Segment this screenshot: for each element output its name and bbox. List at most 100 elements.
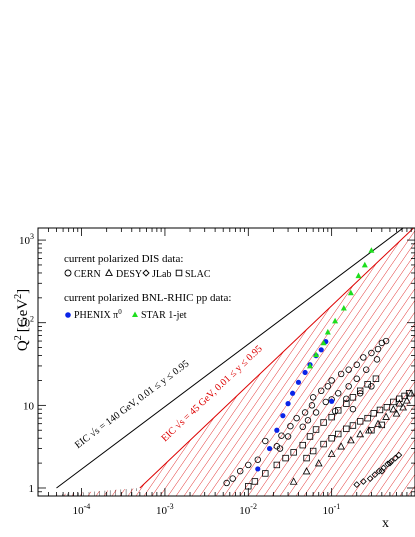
legend: current polarized DIS data: CERN DESY JL… [64, 253, 231, 321]
hatch-line [255, 265, 415, 496]
point-phenix [329, 398, 335, 404]
series-circle [223, 337, 390, 487]
hatch-line [0, 61, 44, 496]
point-cern [368, 383, 375, 390]
hatch-line [391, 462, 415, 496]
point-jlab [391, 454, 399, 462]
hatch-line [0, 61, 20, 496]
point-jlab [384, 460, 392, 468]
point-slac [349, 394, 357, 401]
point-cern [262, 437, 269, 445]
region-EIC_45 [0, 61, 415, 496]
point-cern [276, 445, 284, 452]
point-jlab [353, 481, 361, 488]
point-slac [312, 426, 320, 433]
point-cern [299, 423, 306, 431]
point-cern [353, 375, 360, 382]
hatch-line [215, 228, 402, 496]
point-phenix [266, 445, 273, 452]
point-star [347, 289, 354, 296]
point-slac [328, 435, 335, 442]
point-desy [389, 405, 398, 413]
legend-label-cern: CERN [74, 269, 101, 280]
point-slac [356, 387, 364, 395]
legend-label-star: STAR 1-jet [141, 310, 187, 321]
point-cern [322, 398, 329, 406]
point-cern [382, 337, 390, 345]
legend-star-marker [132, 311, 138, 317]
hatch-line [351, 404, 415, 496]
point-slac [390, 398, 397, 406]
point-cern [337, 370, 345, 378]
point-slac [343, 400, 350, 407]
x-axis-label: x [382, 516, 389, 531]
point-cern [363, 366, 370, 373]
legend-square-marker [175, 269, 183, 277]
legend-item-jlab: JLab [142, 269, 171, 280]
point-slac [262, 470, 269, 477]
point-jlab [359, 478, 367, 485]
hatch-line [279, 299, 415, 496]
y-tick-label: 103 [19, 232, 34, 247]
legend-dot-marker [65, 312, 71, 318]
point-cern [368, 349, 375, 357]
point-star [361, 261, 368, 268]
point-jlab [386, 459, 394, 467]
point-slac [368, 427, 375, 434]
point-cern [335, 390, 342, 397]
point-slac [309, 447, 317, 455]
y-tick-label: 10 [23, 400, 35, 412]
x-tick-label: 10-3 [156, 502, 174, 517]
point-phenix [295, 379, 302, 385]
point-desy [395, 399, 404, 407]
legend-triangle-marker [105, 268, 113, 276]
point-slac [299, 441, 306, 449]
x-tick-label: 10-4 [73, 502, 91, 517]
region-boundary-line-140 [56, 228, 404, 489]
point-star [313, 351, 320, 358]
point-cern [345, 383, 352, 390]
point-desy [392, 409, 401, 417]
point-cern [237, 467, 244, 475]
y-tick-label: 1 [29, 483, 35, 495]
point-phenix [318, 347, 324, 353]
x-tick-label: 10-2 [239, 502, 257, 517]
legend-label-jlab: JLab [152, 269, 171, 280]
point-desy [302, 467, 311, 475]
series-square [245, 375, 413, 490]
point-jlab [380, 464, 387, 472]
point-phenix [274, 427, 280, 433]
region-boundary-EIC_45 [139, 228, 415, 489]
point-phenix [255, 466, 261, 472]
point-cern [223, 479, 230, 487]
y-axis-label-unit-sup: 2 [13, 294, 24, 299]
point-cern [293, 414, 300, 422]
point-desy [337, 442, 346, 450]
point-slac [282, 454, 289, 462]
hatch-line [303, 334, 415, 496]
legend-item-star: STAR 1-jet [132, 310, 187, 321]
hatch-line [0, 61, 36, 496]
region-mask [38, 228, 140, 496]
y-tick-label: 102 [19, 315, 34, 330]
point-desy [356, 429, 365, 438]
legend-item-phenix: PHENIX π0 [65, 308, 122, 321]
point-cern [378, 339, 386, 347]
point-slac [306, 433, 314, 440]
point-cern [345, 366, 352, 373]
point-slac [328, 413, 335, 421]
point-cern [318, 387, 325, 395]
point-jlab [375, 467, 383, 475]
region-mask [38, 228, 415, 488]
point-cern [349, 405, 357, 413]
point-cern [309, 394, 317, 401]
hatch-line [327, 369, 415, 496]
point-slac [335, 407, 342, 414]
point-slac [364, 381, 371, 388]
point-slac [372, 375, 380, 382]
point-cern [324, 383, 332, 390]
point-slac [376, 406, 384, 414]
legend-header-rhic: current polarized BNL-RHIC pp data: [64, 292, 231, 304]
point-desy [403, 396, 411, 404]
